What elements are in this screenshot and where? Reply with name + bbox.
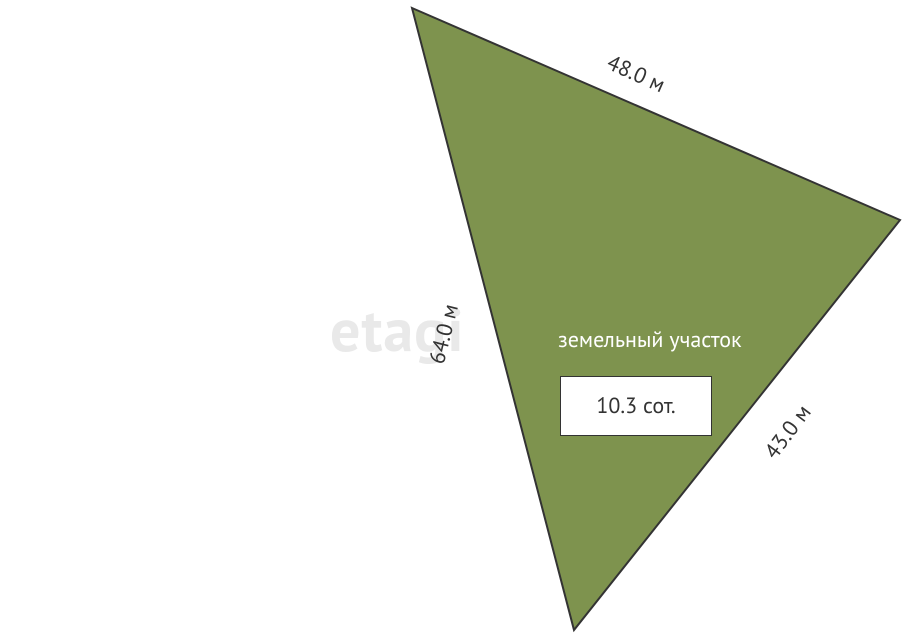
plot-polygon bbox=[412, 8, 900, 630]
plot-title: земельный участок bbox=[558, 326, 742, 354]
plot-area-box: 10.3 сот. bbox=[560, 376, 712, 436]
diagram-canvas: etagi 48.0 м 64.0 м 43.0 м земельный уча… bbox=[0, 0, 918, 640]
